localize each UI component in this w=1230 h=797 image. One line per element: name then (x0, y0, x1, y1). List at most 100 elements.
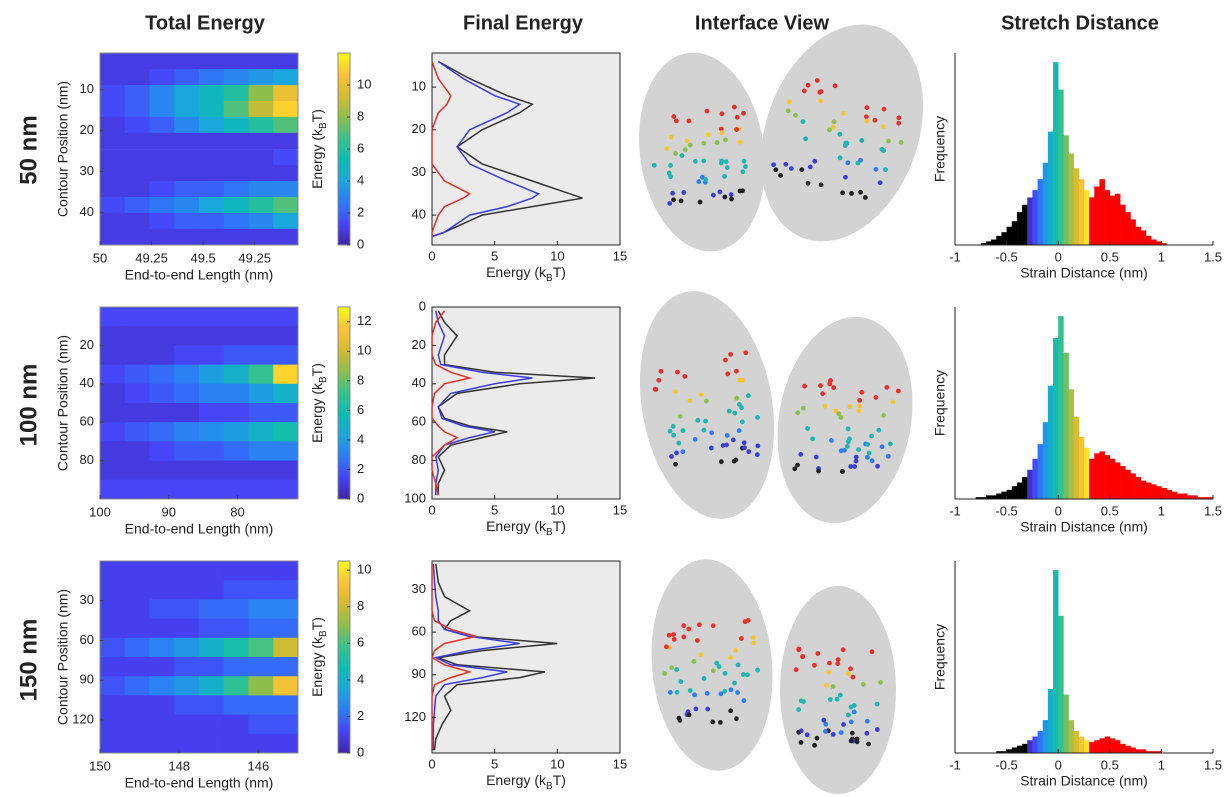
heat-cell (124, 422, 151, 442)
heat-cell (273, 181, 298, 198)
axes-frame (99, 52, 299, 246)
heat-cell (273, 657, 298, 677)
heat-cell (198, 580, 225, 600)
y-tick-label: 90 (80, 672, 94, 687)
interface-dot (874, 701, 880, 707)
interface-dot (865, 441, 871, 447)
interface-dot (848, 666, 853, 672)
heat-cell (174, 149, 200, 166)
x-tick-label: 50 (93, 250, 107, 265)
heat-cell (223, 228, 250, 245)
interface-dot (838, 692, 843, 698)
interface-dot (788, 166, 794, 171)
interface-dot (667, 428, 673, 434)
heat-cell (248, 69, 274, 86)
interface-dot (877, 180, 883, 186)
colorbar-label: Energy (kBT) (309, 363, 329, 443)
interface-dot (807, 164, 813, 170)
heat-cell (248, 132, 274, 150)
interface-dot (798, 451, 804, 457)
x-tick-label: 1.5 (1204, 503, 1222, 518)
interface-dot (704, 108, 710, 114)
histogram-bar (1109, 195, 1116, 245)
x-axis-label-part: B (546, 527, 553, 538)
heat-cell (100, 149, 126, 166)
interface-dot (677, 413, 683, 419)
heat-cell (174, 479, 200, 499)
histogram-bar (996, 493, 1002, 499)
interface-dot (679, 153, 685, 158)
interface-dot (723, 357, 728, 363)
histogram-bar (1120, 466, 1126, 499)
colorbar-label-part: T) (309, 617, 325, 630)
heat-cell (174, 460, 200, 481)
interface-dot (733, 716, 739, 722)
x-axis-label: Strain Distance (nm) (1020, 773, 1148, 789)
interface-dot (859, 389, 865, 395)
interface-dot (728, 655, 733, 660)
heat-cell (124, 345, 151, 366)
heat-cell (149, 676, 175, 696)
interface-dot (829, 438, 834, 443)
interface-dot (671, 432, 677, 438)
histogram-bar (985, 495, 992, 499)
interface-dot (795, 462, 800, 468)
heat-cell (273, 197, 298, 214)
heat-cell (273, 101, 298, 118)
x-tick-label: 10 (550, 756, 564, 771)
heat-cell (248, 149, 274, 166)
interface-dot (838, 415, 844, 420)
heat-cell (124, 212, 151, 230)
interface-dot (793, 112, 798, 118)
heat-cell (248, 326, 274, 346)
colorbar-tick-label: 10 (357, 562, 371, 577)
interface-dot (701, 140, 707, 146)
interface-dot (681, 190, 687, 195)
interface-dot (796, 707, 801, 712)
x-axis-label: Strain Distance (nm) (1020, 265, 1148, 281)
y-axis-label: Frequency (932, 370, 948, 436)
heat-cell (100, 101, 126, 118)
x-tick-label: 10 (550, 248, 564, 263)
heat-cell (124, 116, 151, 134)
x-tick-label: 15 (613, 248, 627, 263)
histogram-bar (1032, 458, 1038, 499)
heat-cell (199, 403, 225, 423)
heat-cell (174, 441, 200, 462)
histogram-bar (1068, 389, 1074, 499)
y-tick-label: 20 (412, 337, 426, 352)
heat-cell (149, 383, 175, 404)
interface-dot (840, 190, 845, 196)
interface-dot (691, 658, 697, 664)
heat-cell (223, 403, 250, 423)
histogram-bar (1099, 451, 1105, 499)
heat-cell (149, 695, 175, 716)
interface-dot (864, 118, 870, 124)
y-tick-label: 30 (412, 164, 426, 179)
colorbar-tick-label: 10 (357, 343, 371, 358)
heat-cell (100, 422, 126, 442)
heat-cell (174, 101, 200, 118)
interface-dot (728, 351, 733, 357)
histogram-bar (1063, 135, 1069, 245)
interface-dot (837, 155, 843, 161)
x-axis-label-part: T) (553, 518, 566, 534)
histogram-bar (1011, 747, 1018, 753)
colorbar-label-part: Energy (k (309, 128, 325, 189)
heat-cell (273, 212, 298, 230)
interface-dot (832, 83, 838, 89)
interface-view (639, 291, 775, 519)
interface-dot (671, 197, 676, 203)
y-tick-label: 20 (412, 121, 426, 136)
x-tick-label: -1 (949, 249, 961, 264)
x-tick-label: 146 (248, 758, 270, 773)
interface-dot (670, 423, 676, 429)
interface-dot (881, 106, 887, 112)
histogram-bar (1027, 740, 1033, 753)
interface-dot (799, 167, 805, 173)
heat-cell (100, 197, 126, 214)
heat-cell (149, 345, 175, 366)
heat-cell (124, 53, 151, 70)
heat-cell (149, 307, 175, 327)
heat-cell (199, 149, 225, 166)
